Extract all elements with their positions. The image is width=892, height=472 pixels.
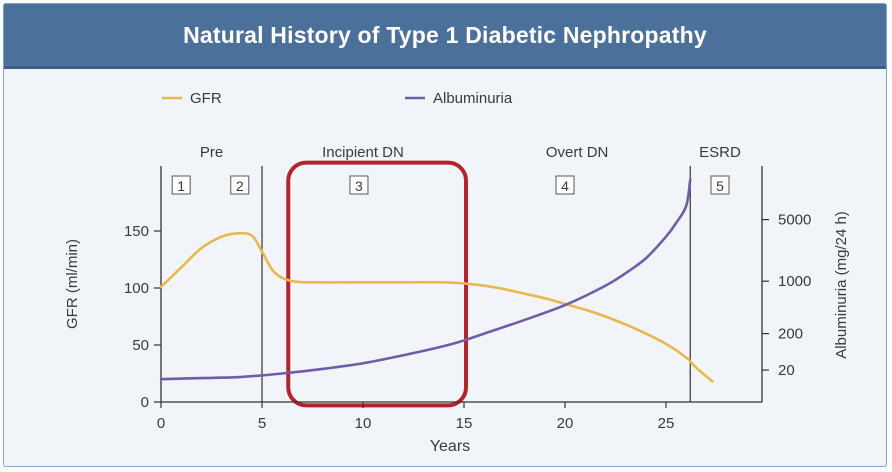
stage-number-box <box>171 175 191 195</box>
y-left-tick-label: 0 <box>141 394 149 411</box>
series-gfr-line <box>159 231 714 383</box>
legend-label-gfr: GFR <box>190 90 222 107</box>
stage-label: Overt DN <box>546 144 609 161</box>
stage-number-box <box>710 175 730 195</box>
stage-number-box <box>349 175 369 195</box>
x-tick-label: 5 <box>258 415 266 432</box>
stage-number-box <box>555 175 575 195</box>
y-left-tick-label: 150 <box>124 223 149 240</box>
x-tick-label: 0 <box>157 415 165 432</box>
x-tick-label: 10 <box>355 415 372 432</box>
y-axis-left-title: GFR (ml/min) <box>64 239 81 329</box>
stage-number: 5 <box>716 178 724 194</box>
y-left-tick-label: 50 <box>132 337 149 354</box>
stage-number-box <box>230 175 250 195</box>
x-tick-label: 20 <box>557 415 574 432</box>
x-axis-title: Years <box>430 438 470 455</box>
y-right-tick-label: 200 <box>778 326 803 343</box>
y-right-tick-label: 1000 <box>778 273 811 290</box>
stage-number: 2 <box>236 178 244 194</box>
x-tick-label: 25 <box>658 415 675 432</box>
y-right-tick-label: 5000 <box>778 212 811 229</box>
stage-label: Incipient DN <box>322 144 404 161</box>
figure-frame: Natural History of Type 1 Diabetic Nephr… <box>3 3 887 467</box>
stage-number: 1 <box>177 178 185 194</box>
chart-title: Natural History of Type 1 Diabetic Nephr… <box>183 21 707 48</box>
x-tick-label: 15 <box>456 415 473 432</box>
y-left-tick-label: 100 <box>124 280 149 297</box>
stage-number: 4 <box>561 178 569 194</box>
stage-label: ESRD <box>699 144 741 161</box>
title-bar: Natural History of Type 1 Diabetic Nephr… <box>4 4 886 69</box>
stage-number: 3 <box>355 178 363 194</box>
stage-label: Pre <box>200 144 223 161</box>
y-right-tick-label: 20 <box>778 362 795 379</box>
y-axis-right-title: Albuminuria (mg/24 h) <box>833 211 850 359</box>
legend-label-albuminuria: Albuminuria <box>433 90 513 107</box>
series-albuminuria-line <box>159 178 692 381</box>
